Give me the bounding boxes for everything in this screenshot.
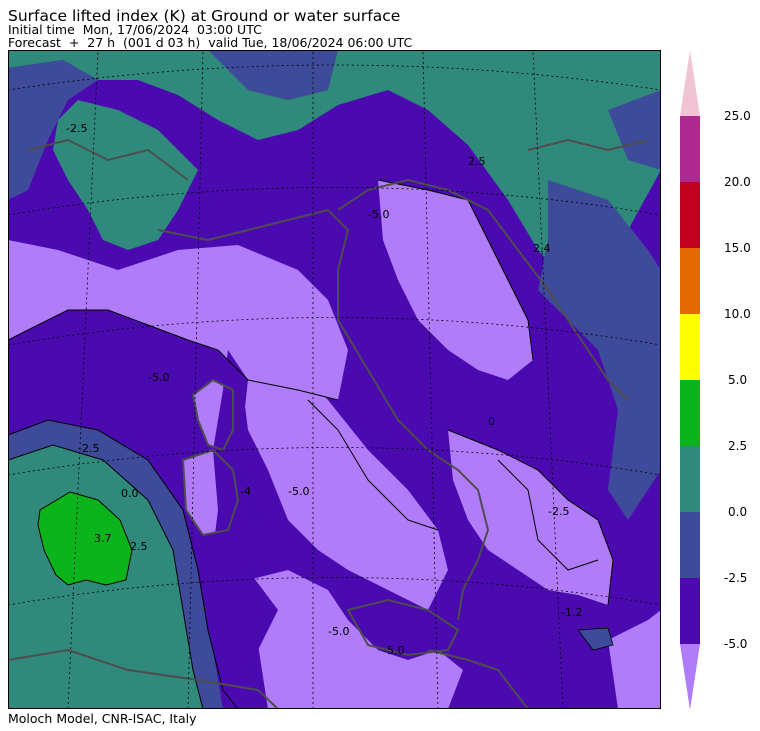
field-purple-band bbox=[208, 350, 278, 709]
field-lightpurple-ionian bbox=[448, 430, 613, 605]
contour-label: -5.0 bbox=[328, 625, 349, 638]
contour-label: -4 bbox=[240, 485, 251, 498]
field-lightpurple-nw bbox=[8, 275, 68, 315]
field-blue-se-patch bbox=[577, 627, 614, 651]
coastlines bbox=[8, 138, 649, 709]
colorbar-band-20-25 bbox=[680, 116, 700, 182]
colorbar-extend-min bbox=[680, 644, 700, 710]
contour-label: -5.0 bbox=[288, 485, 309, 498]
colorbar-tick-label: 15.0 bbox=[724, 241, 751, 255]
colorbar-band-neg5-neg2.5 bbox=[680, 578, 700, 644]
contour-label: -5.0 bbox=[368, 208, 389, 221]
colorbar-extend-max bbox=[680, 50, 700, 116]
colorbar-tick-label: 10.0 bbox=[724, 307, 751, 321]
field-teal-north bbox=[8, 50, 661, 290]
contour-label: 2.5 bbox=[468, 155, 486, 168]
colorbar-tick-label: 5.0 bbox=[728, 373, 747, 387]
field-blue-east-patch bbox=[608, 90, 661, 170]
contour-label: -1.2 bbox=[561, 606, 582, 619]
contour-label: -5.0 bbox=[148, 371, 169, 384]
colorbar-tick-label: 20.0 bbox=[724, 175, 751, 189]
model-credit: Moloch Model, CNR-ISAC, Italy bbox=[8, 711, 197, 726]
map-frame bbox=[8, 50, 661, 709]
lifted-index-map: -2.5 -5.0 -2.5 0.0 3.7 2.5 -4 -5.0 -5.0 … bbox=[8, 50, 661, 709]
colorbar-tick-label: 25.0 bbox=[724, 109, 751, 123]
colorbar-band-0-2.5 bbox=[680, 446, 700, 512]
colorbar-tick-label: -5.0 bbox=[724, 637, 747, 651]
colorbar-band-neg2.5-0 bbox=[680, 512, 700, 578]
map-title: Surface lifted index (K) at Ground or wa… bbox=[8, 7, 401, 25]
field-lightpurple-se bbox=[608, 610, 661, 709]
field-lightpurple-tyrrhenian bbox=[238, 350, 448, 610]
colorbar-band-2.5-5 bbox=[680, 380, 700, 446]
field-blue-east bbox=[538, 180, 661, 520]
contour-label: 3.7 bbox=[94, 532, 112, 545]
contour-label: 0.0 bbox=[121, 487, 139, 500]
initial-time-label: Initial time Mon, 17/06/2024 03:00 UTC bbox=[8, 22, 262, 37]
colorbar: 25.0 20.0 15.0 10.0 5.0 2.5 0.0 -2.5 -5.… bbox=[680, 50, 751, 710]
colorbar-tick-label: -2.5 bbox=[724, 571, 747, 585]
contour-label: -2.5 bbox=[66, 122, 87, 135]
field-green-center bbox=[37, 491, 133, 586]
contour-label: 2.5 bbox=[130, 540, 148, 553]
contour-label: 0 bbox=[488, 415, 495, 428]
contour-label: -2.5 bbox=[78, 442, 99, 455]
contour-label: -2.5 bbox=[548, 505, 569, 518]
contour-label: -5.0 bbox=[383, 644, 404, 657]
colorbar-band-15-20 bbox=[680, 182, 700, 248]
contour-labels: -2.5 -5.0 -2.5 0.0 3.7 2.5 -4 -5.0 -5.0 … bbox=[66, 122, 582, 657]
field-teal-west-alps bbox=[53, 100, 198, 250]
field-blue-north-1 bbox=[8, 60, 98, 200]
colorbar-tick-label: 0.0 bbox=[728, 505, 747, 519]
colorbar-band-10-15 bbox=[680, 248, 700, 314]
forecast-valid-label: Forecast + 27 h (001 d 03 h) valid Tue, … bbox=[8, 35, 413, 50]
colorbar-tick-label: 2.5 bbox=[728, 439, 747, 453]
colorbar-band-5-10 bbox=[680, 314, 700, 380]
field-lightpurple-south bbox=[248, 570, 463, 709]
field-lightpurple-adriatic bbox=[378, 180, 533, 380]
field-blue-north-2 bbox=[208, 50, 338, 100]
contour-label: 2.4 bbox=[533, 242, 551, 255]
